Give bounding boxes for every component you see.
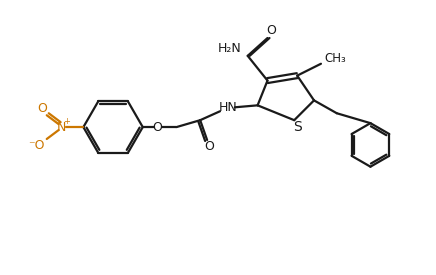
Text: O: O xyxy=(153,121,163,134)
Text: O: O xyxy=(204,141,214,153)
Text: O: O xyxy=(266,24,276,37)
Text: HN: HN xyxy=(218,101,237,114)
Text: N: N xyxy=(57,121,66,134)
Text: O: O xyxy=(37,102,47,115)
Text: S: S xyxy=(293,120,302,134)
Text: +: + xyxy=(63,117,70,126)
Text: H₂N: H₂N xyxy=(218,42,242,55)
Text: ⁻O: ⁻O xyxy=(29,139,45,152)
Text: CH₃: CH₃ xyxy=(324,52,346,65)
